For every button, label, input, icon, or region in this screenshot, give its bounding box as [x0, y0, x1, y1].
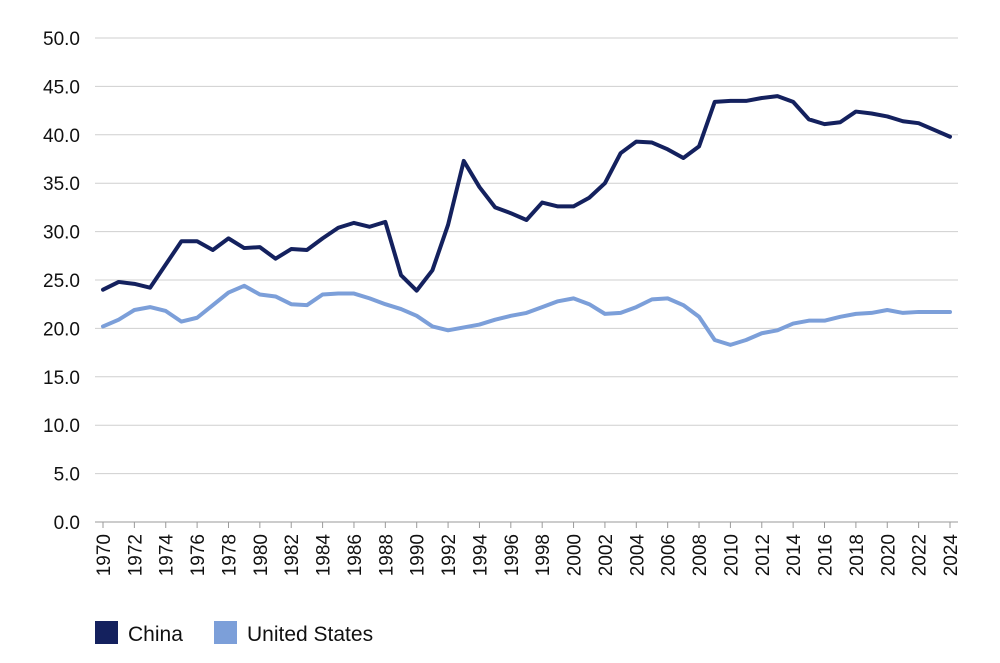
y-tick-label: 20.0 [43, 319, 80, 340]
x-tick-label: 1996 [502, 534, 523, 576]
x-tick-label: 2002 [596, 534, 617, 576]
y-tick-label: 35.0 [43, 174, 80, 195]
x-tick-label: 1978 [219, 534, 240, 576]
x-tick-label: 1976 [188, 534, 209, 576]
x-tick-label: 1988 [376, 534, 397, 576]
x-tick-label: 2022 [910, 534, 931, 576]
x-tick-label: 2024 [941, 534, 962, 577]
x-tick-label: 1994 [470, 534, 491, 577]
y-tick-label: 50.0 [43, 29, 80, 50]
legend-swatch-united-states [214, 621, 237, 644]
y-tick-label: 15.0 [43, 368, 80, 389]
series-layer [101, 94, 952, 347]
y-tick-label: 5.0 [54, 465, 80, 486]
x-tick-label: 2020 [878, 534, 899, 576]
x-tick-label: 1972 [125, 534, 146, 576]
series-line-china [101, 94, 952, 293]
x-tick-label: 2008 [690, 534, 711, 576]
x-axis: 1970 1972 1974 1976 1978 1980 1982 1984 1986 1988… [94, 521, 962, 577]
y-axis: 50.0 45.0 40.0 35.0 30.0 25.0 20.0 15.0 10.0 5.0 0… [43, 29, 80, 534]
x-tick-label: 2016 [816, 534, 837, 576]
y-tick-label: 25.0 [43, 271, 80, 292]
y-tick-label: 30.0 [43, 223, 80, 244]
x-tick-label: 2006 [659, 534, 680, 576]
x-tick-label: 1984 [314, 534, 335, 577]
x-tick-label: 1986 [345, 534, 366, 576]
x-tick-label: 1974 [157, 534, 178, 577]
legend: China United States [95, 621, 373, 646]
y-tick-label: 10.0 [43, 416, 80, 437]
x-tick-label: 2018 [847, 534, 868, 576]
legend-swatch-china [95, 621, 118, 644]
x-tick-label: 2010 [721, 534, 742, 576]
x-tick-label: 1980 [251, 534, 272, 576]
x-tick-label: 1970 [94, 534, 115, 576]
legend-label-united-states: United States [247, 623, 373, 646]
grid-layer [95, 37, 958, 475]
x-tick-label: 1998 [533, 534, 554, 576]
x-tick-label: 2014 [784, 534, 805, 577]
x-tick-label: 2000 [565, 534, 586, 576]
x-tick-label: 1982 [282, 534, 303, 576]
x-tick-label: 1990 [408, 534, 429, 576]
y-tick-label: 0.0 [54, 513, 80, 534]
y-tick-label: 45.0 [43, 77, 80, 98]
series-line-united-states [101, 283, 952, 347]
y-tick-label: 40.0 [43, 126, 80, 147]
x-tick-label: 2004 [627, 534, 648, 577]
x-tick-label: 2012 [753, 534, 774, 576]
legend-label-china: China [128, 623, 183, 646]
x-tick-label: 1992 [439, 534, 460, 576]
